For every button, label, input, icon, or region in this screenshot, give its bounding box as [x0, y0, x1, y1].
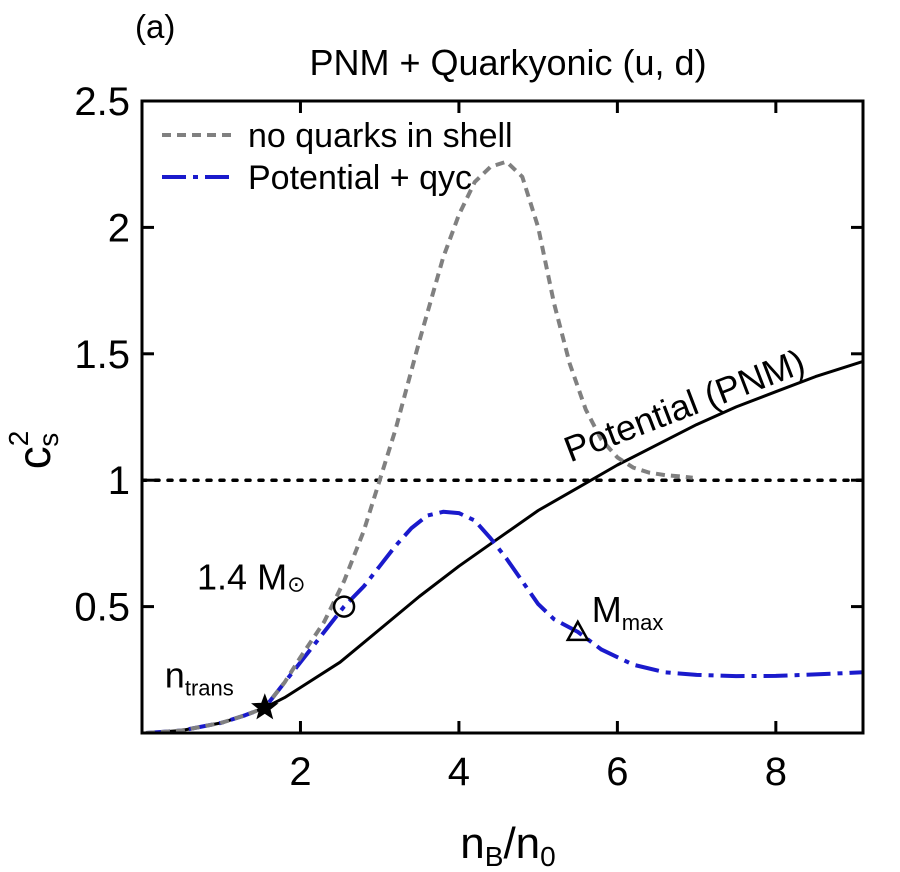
x-axis-label: nB/n0 [460, 819, 555, 872]
inline-label-potential-pnm: Potential (PNM) [558, 341, 810, 470]
y-label-sup: 2 [3, 431, 34, 447]
y-tick-label-2: 2 [108, 206, 130, 250]
data-curves [142, 159, 863, 733]
marker-label-star: ntrans [165, 655, 234, 701]
x-tick-label-4: 4 [448, 750, 470, 794]
markers: ntrans 1.4 M⊙ Mmax [165, 557, 664, 720]
marker-triangle-m-max [565, 619, 590, 642]
curve-group [142, 159, 863, 733]
y-axis-label: c2s [3, 431, 64, 470]
legend: no quarks in shell Potential + qyc [162, 117, 513, 197]
plot-frame [140, 99, 865, 735]
x-label-main: n [460, 819, 484, 868]
x-label-sub1: B [485, 841, 504, 872]
y-label-sub: s [33, 433, 64, 447]
y-tick-label-1: 1 [108, 459, 130, 503]
legend-label-0: no quarks in shell [248, 117, 513, 155]
series-no-quarks-in-shell [145, 159, 693, 733]
marker-star-n-trans [251, 693, 279, 720]
axes [140, 99, 865, 735]
marker-label-circle: 1.4 M⊙ [197, 557, 305, 598]
panel-label: (a) [135, 8, 175, 45]
legend-label-1: Potential + qyc [248, 159, 472, 197]
y-tick-label-1.5: 1.5 [74, 333, 130, 377]
x-tick-label-2: 2 [289, 750, 311, 794]
marker-label-sub: trans [185, 676, 234, 701]
marker-label-main: n [165, 655, 185, 696]
y-tick-label-0.5: 0.5 [74, 586, 130, 630]
marker-label-sub: ⊙ [287, 572, 305, 597]
marker-label-main: 1.4 M [197, 557, 287, 598]
x-tick-label-6: 6 [606, 750, 628, 794]
series-potential-qyc [145, 509, 863, 733]
x-label-sep: /n [503, 819, 540, 868]
y-tick-label-2.5: 2.5 [74, 80, 130, 124]
x-label-sub2: 0 [540, 841, 556, 872]
svg-text:c2s: c2s [3, 431, 64, 470]
y-label-main: c [8, 446, 60, 469]
chart-title: PNM + Quarkyonic (u, d) [309, 42, 706, 83]
marker-label-triangle: Mmax [592, 589, 664, 635]
marker-label-sub: max [622, 610, 664, 635]
marker-circle-1-4-msun [332, 595, 356, 618]
marker-label-main: M [592, 589, 622, 630]
x-tick-label-8: 8 [765, 750, 787, 794]
